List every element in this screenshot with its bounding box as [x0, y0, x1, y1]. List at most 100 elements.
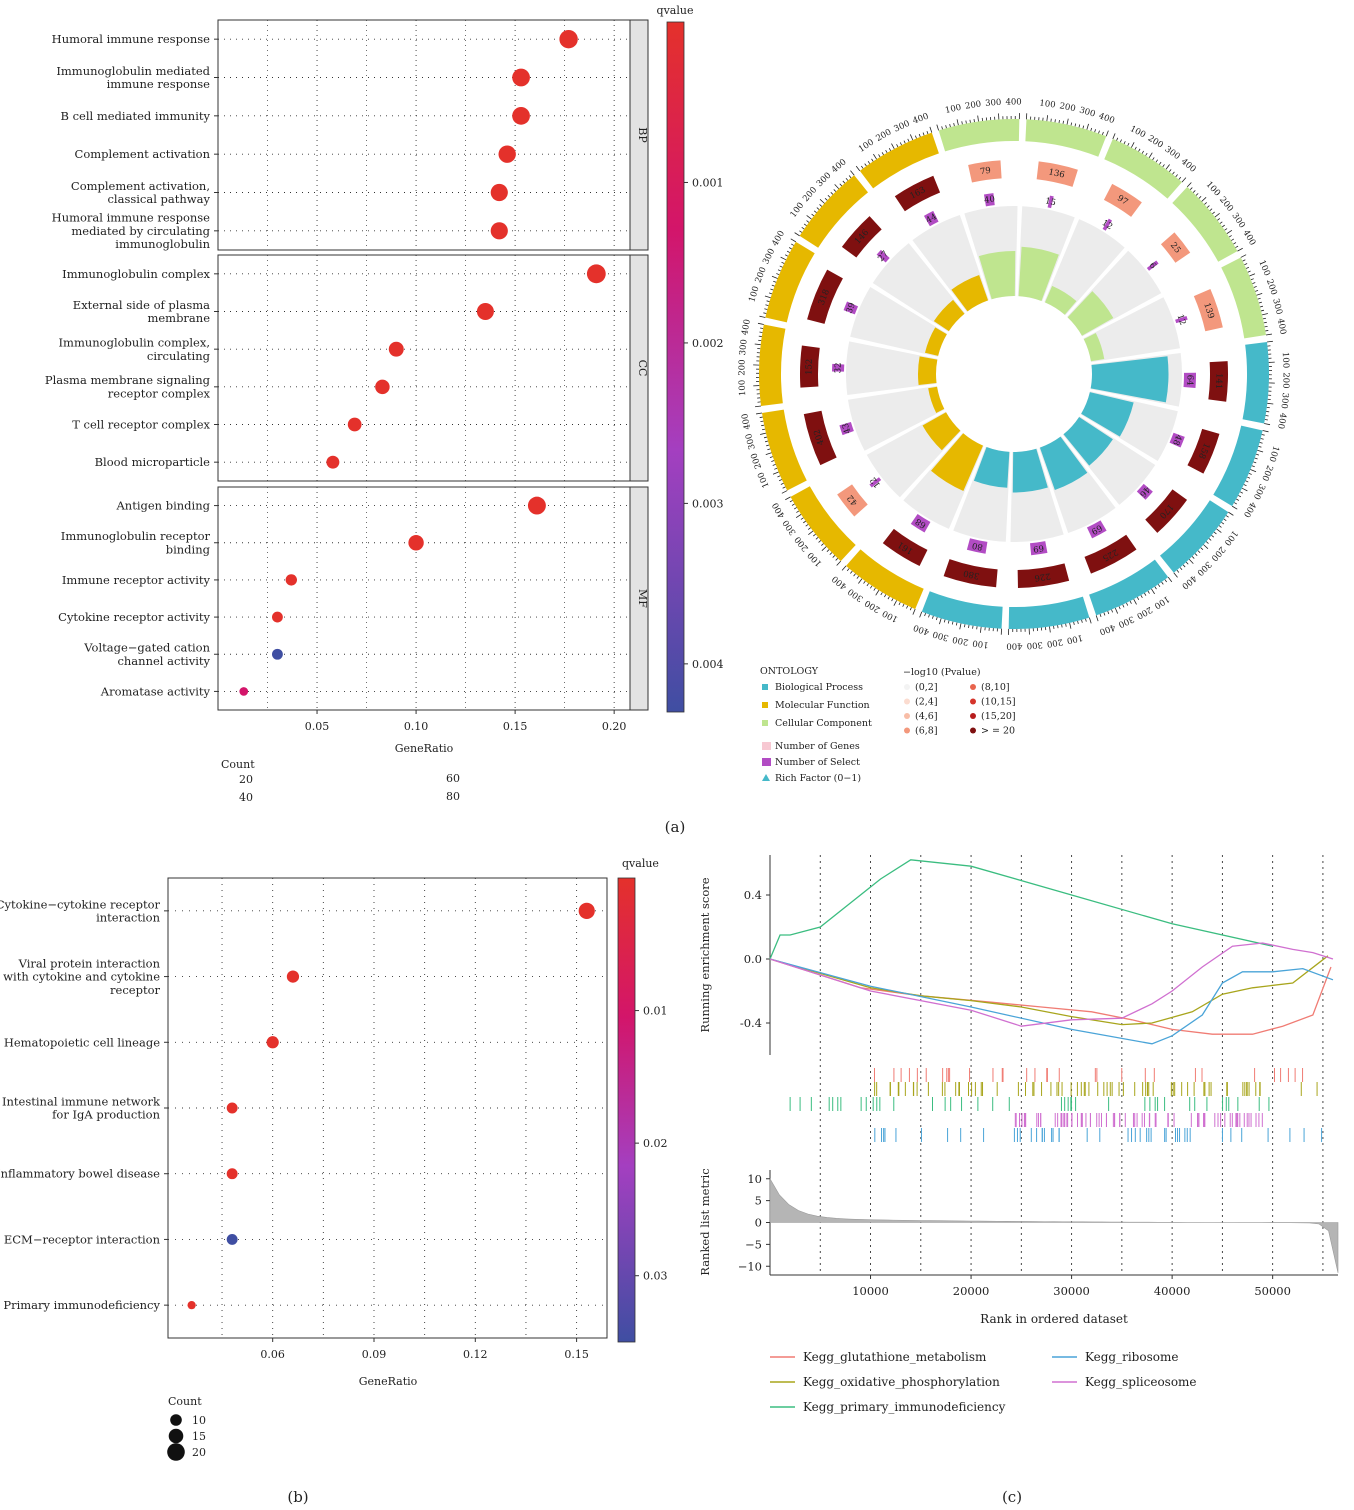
- ruler-tick: [941, 126, 943, 130]
- ruler-tick: [1095, 615, 1099, 622]
- ruler-tick: [888, 147, 892, 151]
- ruler-tick: [1250, 278, 1254, 281]
- term-dot: [226, 1102, 238, 1114]
- select-bar: [839, 421, 854, 436]
- ruler-tick: [1239, 491, 1243, 494]
- rich-bar: [973, 447, 1010, 488]
- select-bar: [1047, 195, 1054, 209]
- ruler-label: 200: [1046, 636, 1064, 648]
- ruler-tick: [919, 611, 923, 618]
- ruler-tick: [891, 143, 895, 150]
- ruler-tick: [1103, 612, 1106, 616]
- rich-bar: [1090, 356, 1169, 403]
- size-legend-value: 60: [446, 772, 460, 785]
- select-bar: [1146, 260, 1159, 271]
- ruler-tick: [1264, 325, 1268, 328]
- ruler-label: 200: [1059, 101, 1077, 114]
- genes-label: 136: [1048, 167, 1066, 180]
- term-dot: [476, 303, 494, 320]
- ruler-tick: [772, 464, 776, 466]
- ruler-tick: [1248, 472, 1252, 475]
- term-label: Complement activation: [75, 147, 211, 161]
- ruler-label: 100: [737, 379, 748, 396]
- metric-y-axis-label: Ranked list metric: [698, 1168, 712, 1275]
- ruler-tick: [832, 555, 836, 558]
- es-line: [769, 942, 1334, 1027]
- ruler-label: 100: [1204, 180, 1222, 199]
- rich-bar: [1012, 448, 1048, 493]
- ruler-tick: [1098, 130, 1100, 134]
- facet-frame: [217, 254, 631, 482]
- size-legend-value: 80: [446, 790, 460, 803]
- ruler-tick: [813, 210, 817, 214]
- ruler-tick: [848, 175, 852, 179]
- ruler-label: 200: [964, 99, 982, 111]
- ruler-tick: [760, 420, 764, 423]
- ruler-label: 200: [801, 185, 819, 204]
- ruler-label: 400: [912, 622, 931, 637]
- ruler-tick: [1244, 263, 1248, 266]
- size-legend-value: 40: [239, 791, 253, 804]
- pvalue-legend-swatch: [904, 713, 910, 719]
- rich-bar: [1063, 416, 1113, 466]
- term-label: Primary immunodeficiency: [3, 1298, 160, 1312]
- select-label: 12: [1174, 313, 1187, 326]
- term-dot: [559, 29, 578, 49]
- term-label: Blood microparticle: [95, 455, 211, 469]
- ruler-tick: [785, 496, 791, 501]
- ruler-tick: [929, 126, 933, 133]
- ruler-label: 300: [1251, 482, 1267, 501]
- ruler-tick: [1251, 465, 1255, 468]
- term-dot: [239, 687, 249, 696]
- ruler-tick: [1179, 567, 1183, 571]
- ruler-label: 200: [749, 451, 764, 470]
- ruler-tick: [1241, 487, 1248, 492]
- facet-strip: [629, 19, 649, 251]
- metric-y-tick-label: −10: [738, 1259, 762, 1273]
- term-label: Cytokine receptor activity: [58, 610, 210, 624]
- term-dot: [586, 264, 606, 284]
- ruler-tick: [1262, 430, 1269, 433]
- ruler-tick: [1203, 544, 1209, 549]
- genes-bar: [1208, 361, 1228, 402]
- ruler-label: 400: [1098, 622, 1117, 637]
- colorbar-title: qvalue: [657, 4, 694, 17]
- term-dot: [388, 341, 404, 357]
- plot-frame: [167, 877, 608, 1339]
- ruler-tick: [1159, 161, 1162, 165]
- ruler-tick: [760, 327, 764, 329]
- term-dot: [490, 222, 508, 240]
- ruler-label: 100: [1256, 259, 1272, 278]
- es-line: [769, 955, 1329, 1026]
- ruler-tick: [1062, 120, 1064, 124]
- genes-bar: [894, 175, 941, 212]
- select-label: 48: [1170, 433, 1183, 447]
- ruler-tick: [873, 587, 876, 591]
- panel-a-dotplot: BP Humoral immune response Immunoglobulin …: [45, 4, 724, 804]
- ruler-tick: [1257, 449, 1264, 453]
- ruler-tick: [1216, 528, 1222, 533]
- facet-frame: [217, 19, 631, 251]
- pvalue-legend-label: (10,15]: [981, 697, 1016, 708]
- ruler-tick: [1127, 142, 1130, 146]
- ruler-tick: [1259, 442, 1263, 444]
- ruler-label: 100: [1280, 352, 1291, 369]
- pvalue-legend-label: > = 20: [981, 726, 1015, 737]
- ruler-tick: [969, 119, 971, 123]
- ontology-legend-swatch: [762, 684, 768, 690]
- ruler-tick: [909, 607, 912, 611]
- ruler-tick: [1185, 561, 1189, 565]
- sector-ring: [1242, 342, 1269, 424]
- ruler-tick: [1123, 141, 1126, 145]
- ruler-tick: [1066, 118, 1069, 125]
- ruler-tick: [1211, 534, 1215, 538]
- term-label: External side of plasma membrane: [73, 298, 210, 325]
- pvalue-legend-label: (2,4]: [915, 697, 938, 708]
- ruler-tick: [887, 596, 890, 600]
- ruler-tick: [1231, 238, 1235, 241]
- ruler-tick: [1176, 569, 1180, 573]
- ruler-tick: [1157, 584, 1161, 588]
- term-dot: [266, 1036, 279, 1049]
- pvalue-legend-swatch: [970, 698, 976, 705]
- term-label: Plasma membrane signaling receptor comple…: [45, 373, 211, 400]
